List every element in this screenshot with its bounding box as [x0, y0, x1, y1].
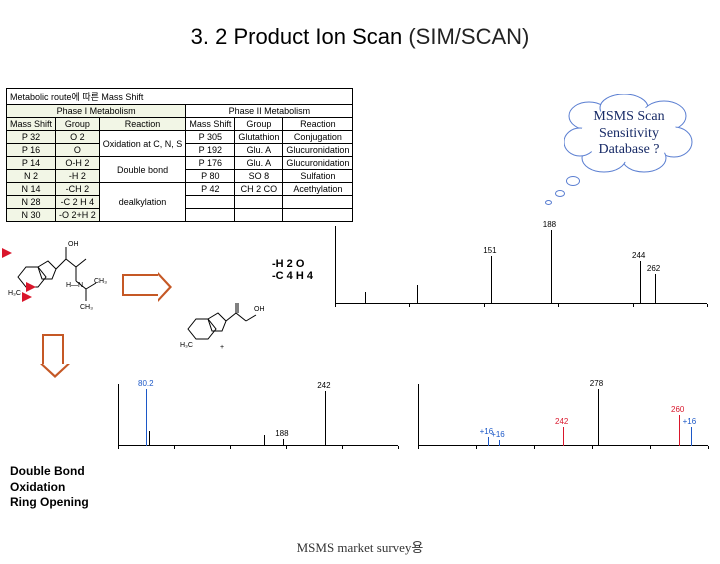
arrow-down-icon: [42, 334, 64, 366]
svg-text:H₃C: H₃C: [8, 290, 21, 297]
phase2-header: Phase II Metabolism: [186, 105, 353, 118]
phase1-header: Phase I Metabolism: [7, 105, 186, 118]
pointer-icon: [26, 282, 36, 292]
chemical-structure-2: OH H₃C +: [180, 299, 265, 354]
pointer-icon: [22, 292, 32, 302]
pointer-icon: [2, 248, 12, 258]
callout-line2: Sensitivity: [593, 126, 664, 143]
bottom-label: Double Bond Oxidation Ring Opening: [10, 464, 89, 511]
table-caption: Metabolic route에 따른 Mass Shift: [7, 89, 353, 105]
page-title: 3. 2 Product Ion Scan (SIM/SCAN): [0, 24, 720, 50]
bubble-icon: [545, 200, 552, 205]
chemical-structure-1: OH H₃C H—N CH₃ CH₃: [8, 239, 108, 319]
callout-cloud: MSMS Scan Sensitivity Database ?: [564, 94, 694, 174]
bubble-icon: [555, 190, 565, 197]
arrow-right-icon: [122, 274, 160, 296]
svg-text:CH₃: CH₃: [80, 304, 93, 311]
svg-text:OH: OH: [68, 241, 79, 248]
title-main: 3. 2 Product Ion Scan: [191, 24, 409, 49]
svg-text:CH₃: CH₃: [94, 278, 107, 285]
spectrum-mid: 80.2242188: [118, 384, 398, 446]
svg-text:OH: OH: [254, 306, 265, 313]
svg-text:H—N: H—N: [66, 282, 83, 289]
callout-line3: Database ?: [593, 142, 664, 159]
svg-text:+: +: [220, 344, 224, 351]
spectrum-top: 151188244262: [335, 226, 707, 304]
fragment-label: -H 2 O -C 4 H 4: [272, 258, 313, 282]
title-sub: (SIM/SCAN): [408, 24, 529, 49]
metabolism-table: Metabolic route에 따른 Mass Shift Phase I M…: [6, 88, 353, 222]
svg-text:H₃C: H₃C: [180, 342, 193, 349]
spectrum-right: 278242+16+16260+16: [418, 384, 708, 446]
callout-line1: MSMS Scan: [593, 109, 664, 126]
bubble-icon: [566, 176, 580, 186]
